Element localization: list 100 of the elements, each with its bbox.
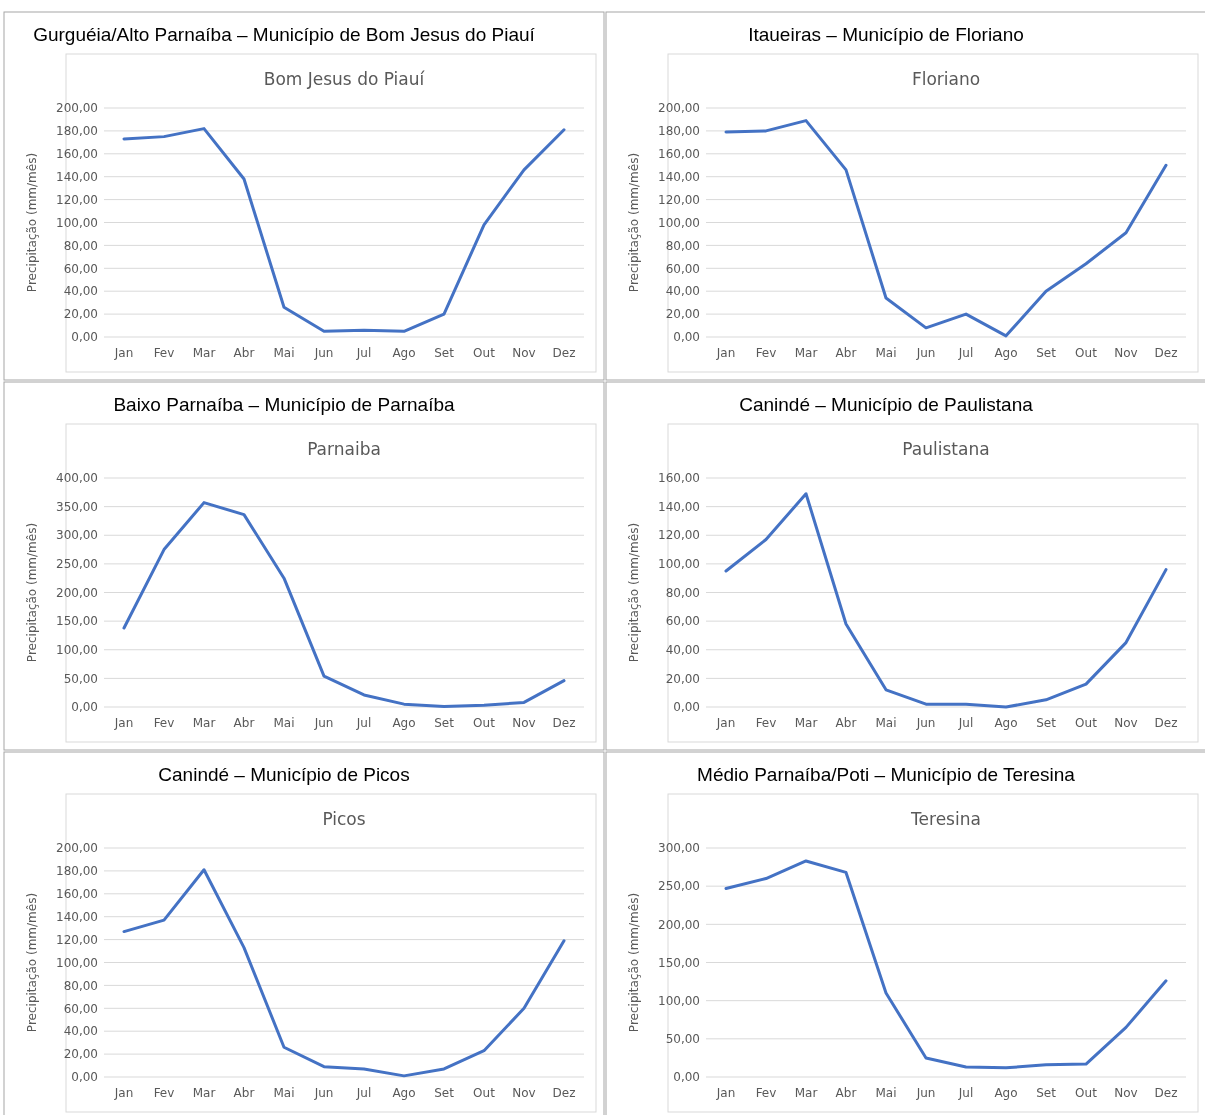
y-tick-label: 80,00 (665, 238, 700, 253)
x-tick-label: Mar (192, 716, 216, 730)
x-tick-label: Out (1075, 346, 1098, 360)
line-series (724, 859, 1168, 1070)
x-tick-label: Abr (835, 1086, 857, 1100)
x-tick-label: Mai (273, 346, 295, 360)
y-tick-label: 80,00 (63, 978, 98, 993)
x-tick-label: Ago (392, 1086, 416, 1100)
y-tick-label: 100,00 (56, 955, 98, 970)
x-tick-label: Abr (835, 346, 857, 360)
y-tick-label: 140,00 (56, 909, 98, 924)
y-tick-label: 300,00 (658, 841, 700, 856)
y-tick-label: 50,00 (665, 1032, 700, 1047)
chart-subtitle: Bom Jesus do Piauí (263, 69, 426, 89)
x-tick-label: Nov (512, 346, 536, 360)
x-tick-label: Ago (994, 1086, 1018, 1100)
x-tick-label: Abr (233, 1086, 255, 1100)
x-tick-label: Ago (994, 716, 1018, 730)
x-tick-label: Mar (794, 346, 818, 360)
x-tick-label: Nov (1114, 716, 1138, 730)
x-tick-label: Jan (715, 1086, 736, 1100)
x-tick-label: Mai (273, 716, 295, 730)
x-tick-label: Jan (113, 1086, 134, 1100)
x-tick-label: Out (473, 1086, 496, 1100)
y-tick-label: 200,00 (658, 101, 700, 116)
x-tick-label: Mar (794, 716, 818, 730)
y-tick-label: 20,00 (63, 307, 98, 322)
x-tick-label: Dez (1154, 716, 1178, 730)
chart-subtitle: Floriano (911, 69, 981, 89)
x-tick-label: Set (434, 716, 455, 730)
x-tick-label: Ago (392, 346, 416, 360)
x-tick-label: Jan (113, 346, 134, 360)
x-tick-label: Jun (313, 346, 334, 360)
x-tick-label: Fev (755, 1086, 777, 1100)
y-tick-label: 0,00 (673, 700, 700, 715)
y-tick-label: 180,00 (56, 864, 98, 879)
x-tick-label: Fev (153, 346, 175, 360)
x-tick-label: Jul (957, 716, 974, 730)
chart-subtitle: Picos (322, 809, 366, 829)
chart-title: Baixo Parnaíba – Município de Parnaíba (113, 394, 456, 415)
chart-title: Itaueiras – Município de Floriano (748, 24, 1024, 45)
x-tick-label: Set (1036, 1086, 1057, 1100)
x-tick-label: Jul (957, 346, 974, 360)
x-tick-label: Jul (355, 346, 372, 360)
x-tick-label: Ago (994, 346, 1018, 360)
x-tick-label: Abr (233, 346, 255, 360)
x-tick-label: Abr (835, 716, 857, 730)
y-tick-label: 100,00 (658, 993, 700, 1008)
y-tick-label: 100,00 (658, 215, 700, 230)
x-tick-label: Fev (755, 716, 777, 730)
y-tick-label: 350,00 (56, 499, 98, 514)
x-tick-label: Mai (875, 346, 897, 360)
y-tick-label: 40,00 (665, 642, 700, 657)
x-tick-label: Jun (915, 1086, 936, 1100)
chart-title: Gurguéia/Alto Parnaíba – Município de Bom Jesus do Piauí (33, 24, 536, 45)
x-tick-label: Dez (552, 716, 576, 730)
x-tick-label: Set (434, 1086, 455, 1100)
y-tick-label: 120,00 (56, 192, 98, 207)
line-series (122, 127, 566, 333)
x-tick-label: Set (1036, 716, 1057, 730)
y-tick-label: 300,00 (56, 528, 98, 543)
x-tick-label: Jan (715, 346, 736, 360)
line-series (122, 501, 566, 708)
y-tick-label: 40,00 (665, 284, 700, 299)
y-tick-label: 0,00 (71, 1070, 98, 1085)
y-tick-label: 40,00 (63, 1024, 98, 1039)
y-tick-label: 200,00 (56, 101, 98, 116)
x-tick-label: Nov (512, 1086, 536, 1100)
y-axis-title: Precipitação (mm/mês) (627, 152, 641, 293)
x-tick-label: Out (473, 346, 496, 360)
y-axis-title: Precipitação (mm/mês) (627, 892, 641, 1033)
y-tick-label: 0,00 (673, 1070, 700, 1085)
x-tick-label: Jan (113, 716, 134, 730)
y-tick-label: 20,00 (665, 307, 700, 322)
y-axis-title: Precipitação (mm/mês) (25, 152, 39, 293)
y-tick-label: 200,00 (56, 841, 98, 856)
chart-title: Canindé – Município de Paulistana (739, 394, 1034, 415)
y-tick-label: 140,00 (658, 169, 700, 184)
x-tick-label: Out (1075, 716, 1098, 730)
y-tick-label: 250,00 (658, 879, 700, 894)
y-tick-label: 140,00 (56, 169, 98, 184)
line-series (724, 492, 1168, 709)
x-tick-label: Mai (875, 1086, 897, 1100)
x-tick-label: Mar (192, 1086, 216, 1100)
y-axis-title: Precipitação (mm/mês) (25, 522, 39, 663)
chart-title: Canindé – Município de Picos (158, 764, 410, 785)
x-tick-label: Fev (153, 716, 175, 730)
y-tick-label: 80,00 (665, 585, 700, 600)
y-tick-label: 120,00 (658, 528, 700, 543)
y-tick-label: 200,00 (56, 585, 98, 600)
y-tick-label: 200,00 (658, 917, 700, 932)
x-tick-label: Dez (1154, 346, 1178, 360)
x-tick-label: Ago (392, 716, 416, 730)
x-tick-label: Dez (1154, 1086, 1178, 1100)
x-tick-label: Mai (273, 1086, 295, 1100)
x-tick-label: Dez (552, 1086, 576, 1100)
y-tick-label: 180,00 (658, 124, 700, 139)
y-tick-label: 60,00 (63, 1001, 98, 1016)
y-tick-label: 80,00 (63, 238, 98, 253)
x-tick-label: Mai (875, 716, 897, 730)
